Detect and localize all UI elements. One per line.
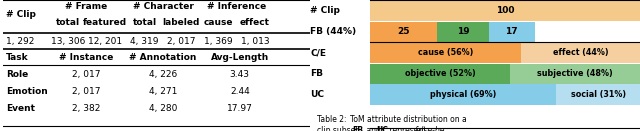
Text: # Clip: # Clip: [310, 6, 340, 15]
Text: 2.44: 2.44: [230, 87, 250, 96]
Text: Table 2:: Table 2:: [317, 115, 349, 124]
Text: effect (44%): effect (44%): [553, 48, 609, 57]
Text: clip subset.: clip subset.: [317, 126, 363, 131]
Text: and: and: [364, 126, 383, 131]
Text: 1, 013: 1, 013: [241, 37, 269, 46]
Text: 100: 100: [495, 6, 514, 15]
Text: 4, 271: 4, 271: [148, 87, 177, 96]
Bar: [370, 64, 510, 84]
Text: Event: Event: [6, 104, 35, 113]
Text: 17: 17: [506, 27, 518, 36]
Bar: [370, 22, 437, 42]
Text: featured: featured: [83, 18, 127, 27]
Bar: [370, 43, 521, 63]
Text: 3.43: 3.43: [230, 70, 250, 79]
Text: Task: Task: [6, 53, 29, 62]
Text: cause (56%): cause (56%): [418, 48, 473, 57]
Text: 13, 306: 13, 306: [51, 37, 85, 46]
Text: effect: effect: [240, 18, 270, 27]
Text: cause: cause: [204, 18, 233, 27]
Text: Avg-Length: Avg-Length: [211, 53, 269, 62]
Text: 19: 19: [457, 27, 469, 36]
Text: labeled: labeled: [163, 18, 200, 27]
Text: # Inference: # Inference: [207, 2, 266, 11]
Text: FB: FB: [352, 126, 363, 131]
Bar: [437, 22, 489, 42]
Text: 25: 25: [397, 27, 410, 36]
Text: represent: represent: [387, 126, 429, 131]
Text: FB: FB: [310, 69, 323, 78]
Text: 2, 382: 2, 382: [72, 104, 100, 113]
Text: 17.97: 17.97: [227, 104, 253, 113]
Bar: [489, 22, 534, 42]
Text: subjective (48%): subjective (48%): [537, 69, 613, 78]
Text: 12, 201: 12, 201: [88, 37, 122, 46]
Text: 4, 226: 4, 226: [149, 70, 177, 79]
Text: # Instance: # Instance: [59, 53, 113, 62]
Text: 1, 292: 1, 292: [6, 37, 35, 46]
Text: total: total: [56, 18, 80, 27]
Bar: [370, 84, 556, 105]
Text: C/E: C/E: [310, 48, 326, 57]
Text: 4, 319: 4, 319: [131, 37, 159, 46]
Text: # Character: # Character: [132, 2, 193, 11]
Text: total: total: [132, 18, 157, 27]
Bar: [521, 43, 640, 63]
Text: # Annotation: # Annotation: [129, 53, 196, 62]
Bar: [370, 1, 640, 21]
Bar: [556, 84, 640, 105]
Text: Emotion: Emotion: [6, 87, 48, 96]
Text: Role: Role: [6, 70, 29, 79]
Text: objective (52%): objective (52%): [404, 69, 476, 78]
Text: 2, 017: 2, 017: [72, 70, 100, 79]
Text: 2, 017: 2, 017: [167, 37, 196, 46]
Text: social (31%): social (31%): [570, 90, 626, 99]
Text: # Clip: # Clip: [6, 10, 36, 19]
Bar: [510, 64, 640, 84]
Text: physical (69%): physical (69%): [430, 90, 496, 99]
Text: FB (44%): FB (44%): [310, 27, 356, 36]
Text: UC: UC: [376, 126, 388, 131]
Text: 4, 280: 4, 280: [148, 104, 177, 113]
Text: false-be: false-be: [415, 126, 445, 131]
Text: UC: UC: [310, 90, 324, 99]
Text: 1, 369: 1, 369: [204, 37, 232, 46]
Text: ToM attribute distribution on a: ToM attribute distribution on a: [350, 115, 467, 124]
Text: 2, 017: 2, 017: [72, 87, 100, 96]
Text: # Frame: # Frame: [65, 2, 108, 11]
